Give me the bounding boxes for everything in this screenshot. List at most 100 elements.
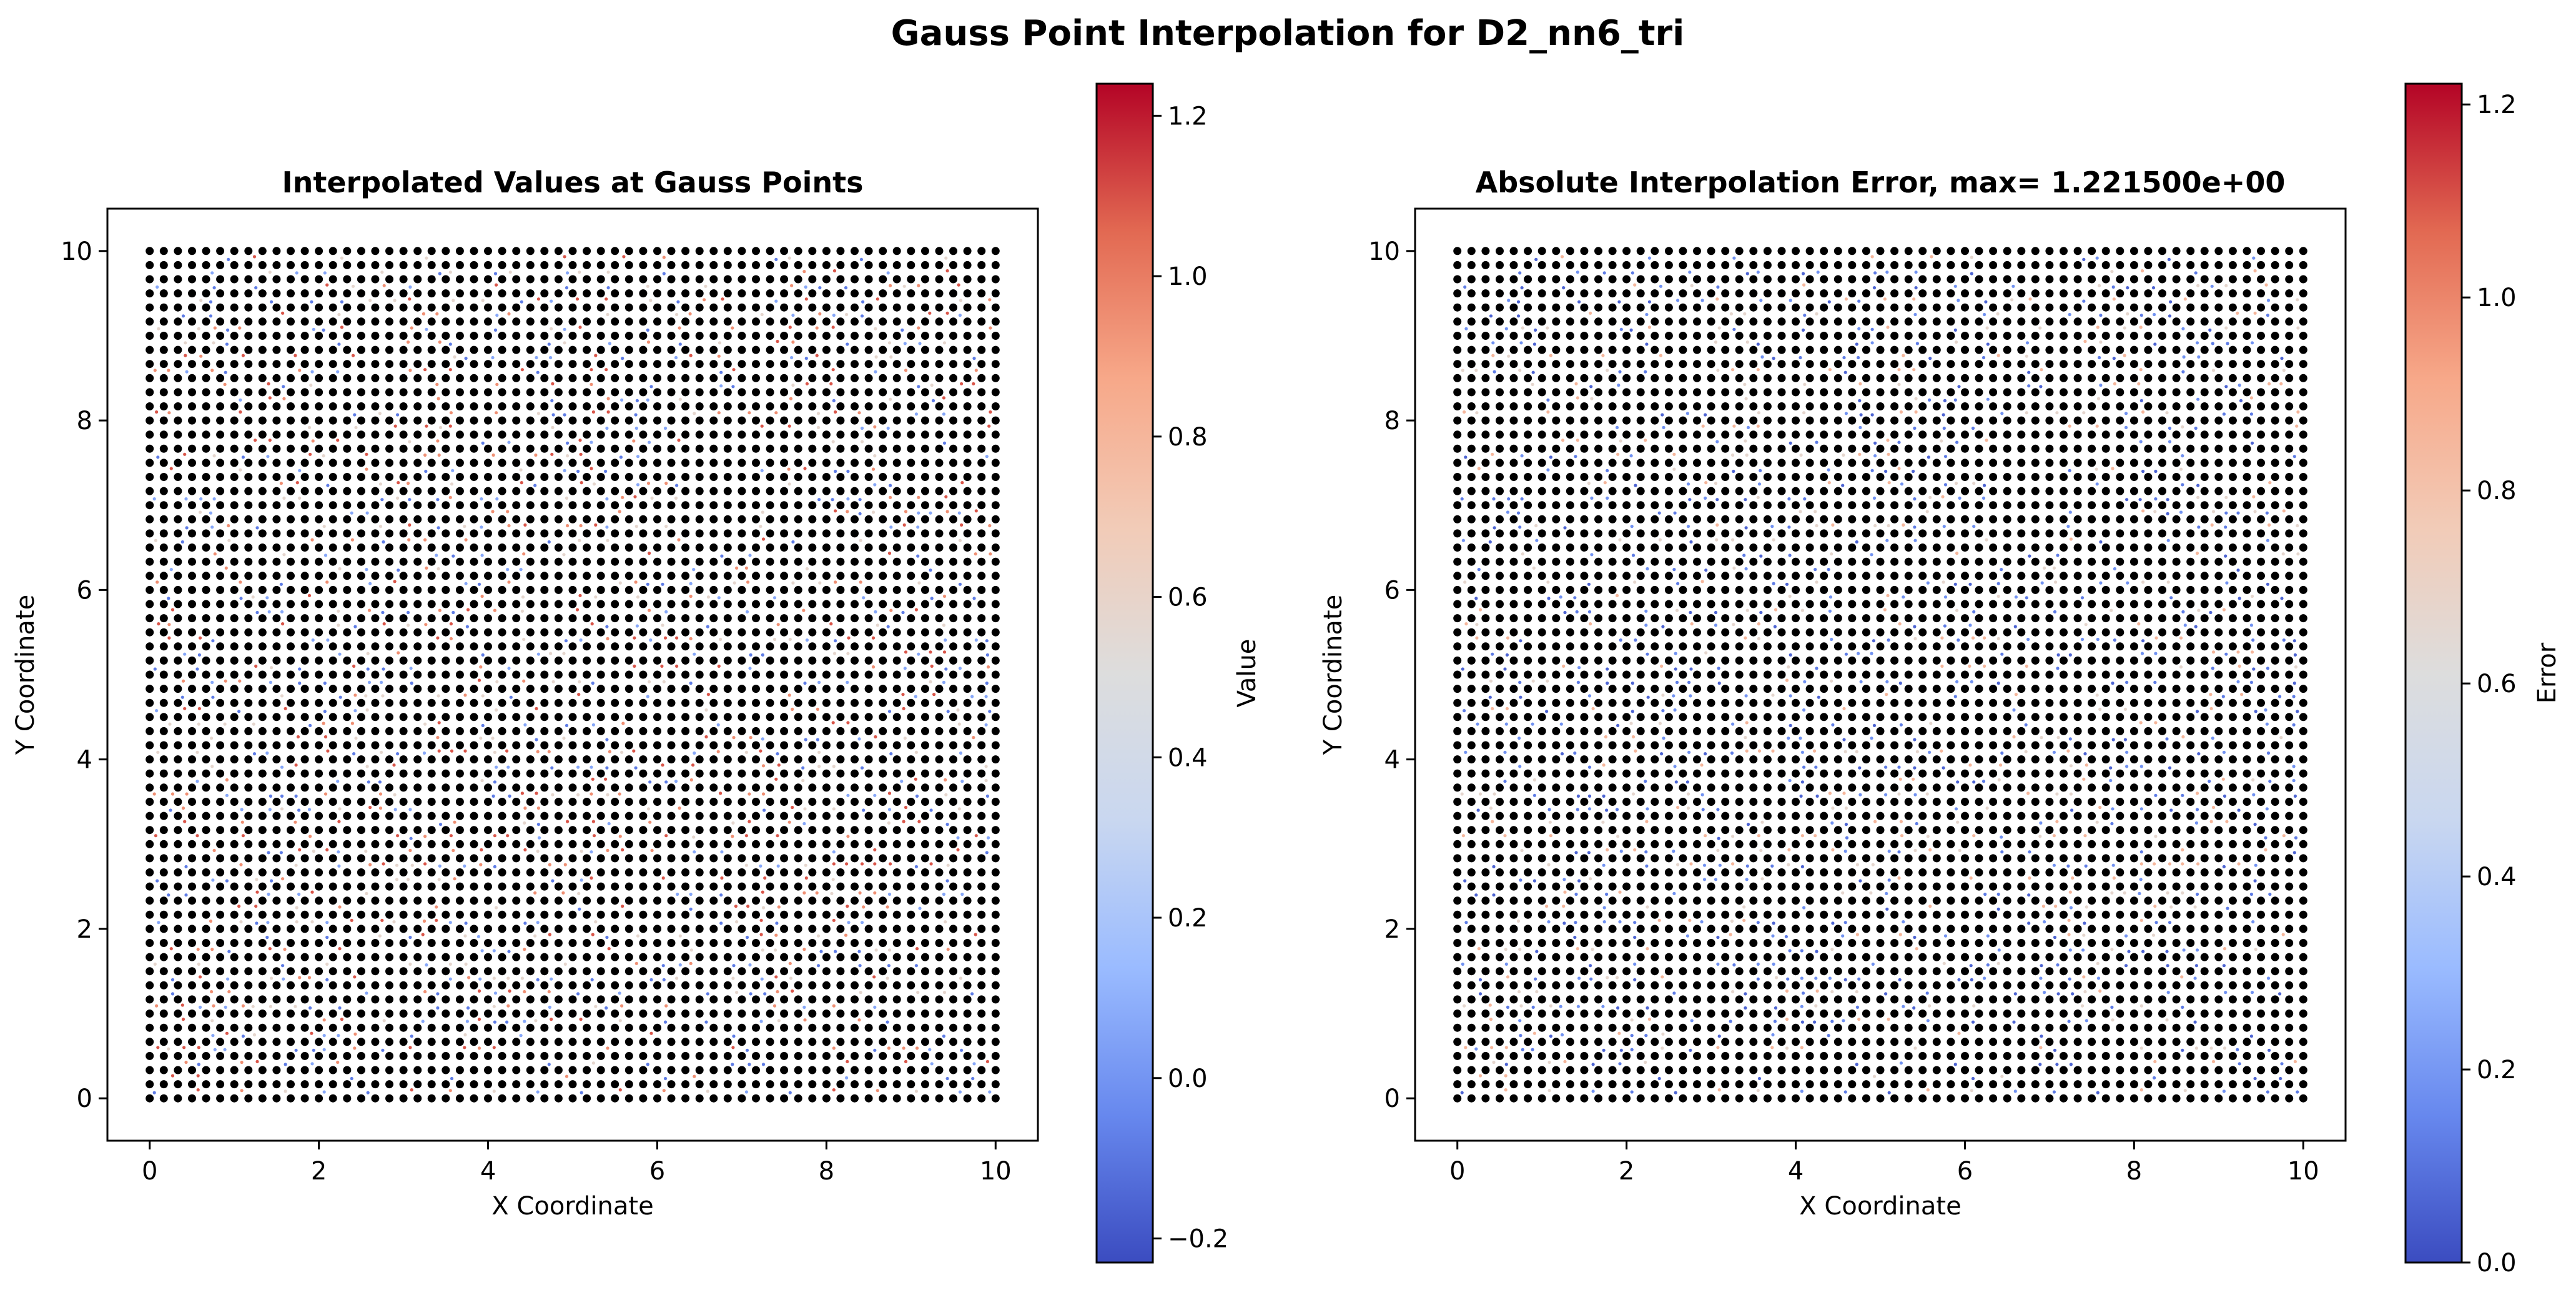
data-point: [385, 585, 393, 594]
gauss-point: [664, 482, 668, 485]
data-point: [991, 925, 1000, 933]
data-point: [470, 1051, 478, 1060]
gauss-point: [195, 667, 199, 671]
data-point: [287, 896, 295, 905]
data-point: [709, 557, 718, 566]
gauss-point: [396, 834, 400, 838]
data-point: [244, 967, 253, 976]
data-point: [907, 430, 915, 439]
data-point: [907, 854, 915, 863]
data-point: [851, 939, 859, 947]
data-point: [822, 600, 831, 608]
data-point: [653, 995, 661, 1004]
gauss-point: [989, 410, 992, 414]
data-point: [808, 798, 817, 806]
data-point: [328, 826, 337, 835]
gauss-point: [408, 1046, 412, 1049]
gauss-point: [353, 693, 357, 697]
data-point: [794, 628, 802, 637]
gauss-point: [580, 481, 583, 485]
gauss-point: [169, 568, 173, 572]
data-point: [399, 1066, 408, 1074]
data-point: [258, 459, 267, 467]
gauss-point: [493, 608, 497, 612]
gauss-point: [209, 300, 213, 304]
data-point: [851, 685, 859, 693]
data-point: [442, 811, 450, 820]
data-point: [653, 896, 661, 905]
data-point: [371, 332, 380, 340]
data-point: [455, 1094, 464, 1103]
data-point: [583, 670, 591, 679]
data-point: [272, 1010, 281, 1018]
data-point: [991, 698, 1000, 707]
gauss-point: [297, 892, 301, 896]
data-point: [357, 628, 365, 637]
gauss-point: [493, 750, 497, 754]
data-point: [216, 1080, 225, 1089]
data-point: [540, 727, 549, 735]
gauss-point: [392, 763, 396, 767]
data-point: [188, 713, 196, 722]
data-point: [907, 260, 915, 269]
data-point: [583, 444, 591, 453]
data-point: [455, 670, 464, 679]
data-point: [357, 487, 365, 495]
gauss-point: [157, 327, 160, 330]
data-point: [258, 1094, 267, 1103]
data-point: [287, 275, 295, 284]
data-point: [512, 247, 521, 256]
data-point: [864, 543, 873, 552]
data-point: [315, 698, 323, 707]
data-point: [766, 896, 774, 905]
data-point: [498, 882, 506, 891]
data-point: [596, 388, 605, 397]
data-point: [216, 798, 225, 806]
data-point: [568, 953, 577, 961]
data-point: [681, 303, 690, 312]
data-point: [851, 1038, 859, 1046]
data-point: [202, 416, 210, 425]
data-point: [258, 939, 267, 947]
data-point: [244, 345, 253, 354]
data-point: [611, 910, 619, 919]
data-point: [343, 585, 352, 594]
data-point: [935, 769, 944, 778]
gauss-point: [731, 976, 735, 980]
gauss-point: [551, 793, 555, 796]
data-point: [991, 585, 1000, 594]
data-point: [484, 501, 492, 510]
data-point: [568, 995, 577, 1004]
data-point: [808, 289, 817, 298]
data-point: [442, 981, 450, 990]
gauss-point: [509, 695, 513, 699]
data-point: [230, 1051, 239, 1060]
gauss-point: [337, 623, 340, 627]
gauss-point: [577, 891, 581, 895]
data-point: [639, 332, 648, 340]
data-point: [667, 289, 676, 298]
gauss-point: [436, 992, 440, 996]
data-point: [385, 260, 393, 269]
data-point: [498, 600, 506, 608]
gauss-point: [759, 749, 762, 753]
data-point: [920, 289, 929, 298]
data-point: [596, 1038, 605, 1046]
gauss-point: [590, 467, 593, 470]
data-point: [808, 501, 817, 510]
gauss-point: [790, 284, 794, 287]
gauss-point: [845, 862, 849, 866]
data-point: [667, 642, 676, 651]
data-point: [300, 727, 309, 735]
gauss-point: [594, 595, 598, 599]
gauss-point: [520, 609, 525, 613]
gauss-point: [944, 778, 947, 781]
gauss-point: [423, 862, 427, 866]
data-point: [442, 317, 450, 326]
gauss-point: [224, 370, 227, 374]
data-point: [498, 585, 506, 594]
data-point: [272, 473, 281, 481]
data-point: [851, 840, 859, 848]
gauss-point: [523, 723, 527, 727]
data-point: [442, 939, 450, 947]
